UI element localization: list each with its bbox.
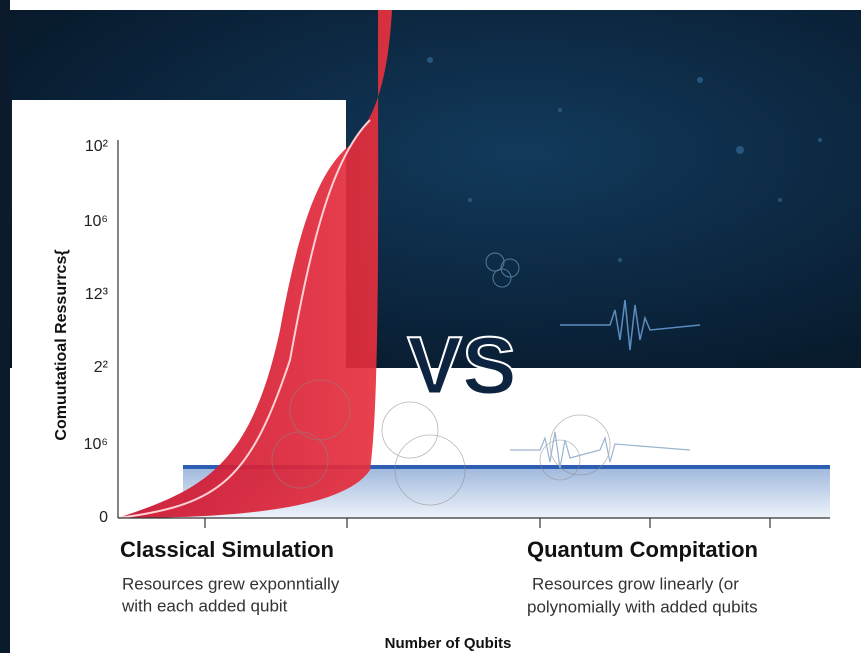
vs-text: VS: [407, 321, 516, 412]
y-tick-label: 10⁶: [84, 436, 108, 453]
y-axis-label: Comuutatioal Ressurrcs{: [53, 249, 70, 440]
y-tick-label: 0: [99, 509, 108, 526]
y-tick-label: 2²: [94, 359, 109, 376]
left-text: Resources grew exponntially: [122, 574, 340, 593]
left-border: [0, 0, 10, 653]
right-text: Resources grow linearly (or: [532, 574, 739, 593]
y-tick-label: 10⁶: [84, 213, 108, 230]
left-title: Classical Simulation: [120, 537, 334, 562]
y-tick-label: 10²: [85, 138, 109, 155]
infographic: 10²10⁶12³2²10⁶0 Comuutatioal Ressurrcs{ …: [0, 0, 861, 653]
y-tick-label: 12³: [85, 286, 109, 303]
left-text: with each added qubit: [121, 596, 288, 615]
right-title: Quantum Compitation: [527, 537, 758, 562]
x-axis-label: Number of Qubits: [385, 635, 512, 652]
right-text: polynomially with added qubits: [527, 597, 758, 616]
